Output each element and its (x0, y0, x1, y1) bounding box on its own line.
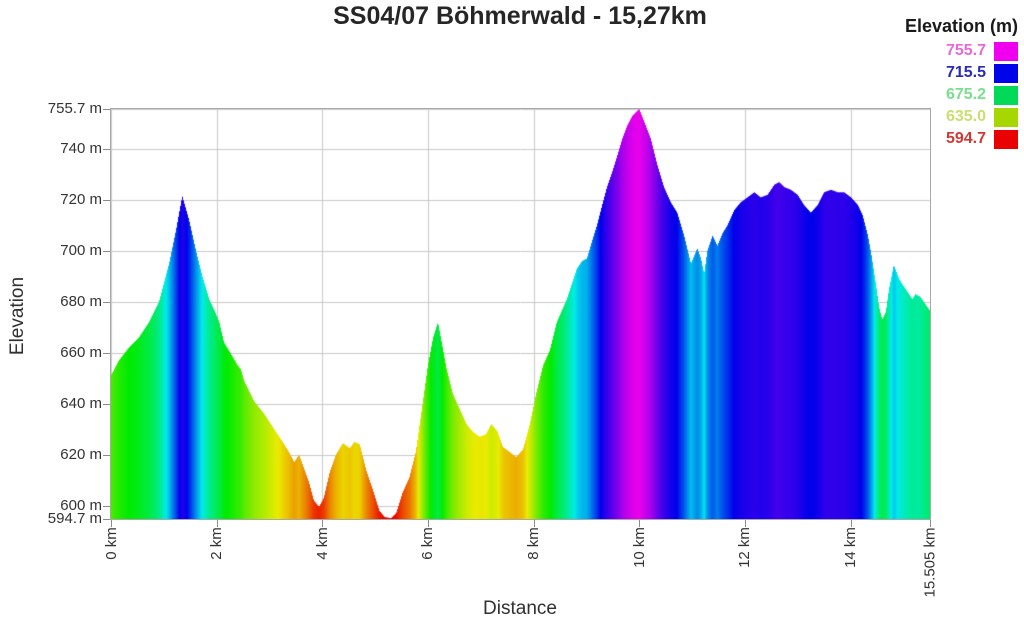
x-tick-mark (851, 520, 852, 527)
y-tick-label: 755.7 m (47, 100, 102, 117)
x-axis-title: Distance (483, 598, 557, 619)
y-tick-label: 740 m (60, 139, 102, 157)
y-tick-label: 594.7 m (47, 510, 102, 527)
y-tick-mark (103, 353, 110, 354)
x-tick-label: 8 km (524, 527, 542, 560)
x-tick-mark (322, 520, 323, 527)
elevation-area-canvas (111, 109, 930, 519)
legend-entry: 635.0 (905, 106, 1018, 128)
x-tick-label: 2 km (207, 527, 225, 560)
x-tick-label: 10 km (630, 527, 648, 568)
y-tick-mark (103, 302, 110, 303)
x-tick-mark (639, 520, 640, 527)
legend-color-swatch (994, 41, 1018, 61)
y-tick-mark (103, 404, 110, 405)
y-tick-label: 680 m (60, 292, 102, 310)
legend-rows: 755.7 715.5 675.2 635.0 594.7 (905, 40, 1018, 150)
y-tick-mark (103, 149, 110, 150)
y-tick-label: 640 m (60, 394, 102, 412)
legend-entry-label: 675.2 (945, 86, 986, 103)
x-tick-label: 4 km (313, 527, 331, 560)
y-tick-mark (103, 519, 110, 520)
legend-color-swatch (994, 107, 1018, 127)
y-tick-mark (103, 200, 110, 201)
legend-entry: 715.5 (905, 62, 1018, 84)
x-tick-mark (111, 520, 112, 527)
chart-title: SS04/07 Böhmerwald - 15,27km (333, 2, 707, 30)
x-tick-label: 0 km (102, 527, 120, 560)
y-tick-label: 600 m (60, 496, 102, 514)
y-tick-mark (103, 251, 110, 252)
x-tick-mark (930, 520, 931, 527)
y-tick-mark (103, 506, 110, 507)
x-tick-label: 15.505 km (921, 526, 939, 598)
legend: Elevation (m) 755.7 715.5 675.2 635.0 594.7 (905, 16, 1018, 150)
legend-color-swatch (994, 63, 1018, 83)
y-tick-label: 620 m (60, 445, 102, 463)
y-tick-mark (103, 109, 110, 110)
x-tick-mark (534, 520, 535, 527)
y-tick-mark (103, 455, 110, 456)
legend-entry: 755.7 (905, 40, 1018, 62)
legend-entry-label: 635.0 (945, 108, 986, 125)
legend-entry: 675.2 (905, 84, 1018, 106)
legend-color-swatch (994, 129, 1018, 149)
legend-entry-label: 715.5 (945, 64, 986, 81)
y-tick-label: 700 m (60, 241, 102, 259)
legend-entry-label: 755.7 (945, 42, 986, 59)
legend-entry-label: 594.7 (945, 130, 986, 147)
legend-entry: 594.7 (905, 128, 1018, 150)
x-tick-label: 14 km (841, 527, 859, 568)
x-tick-mark (428, 520, 429, 527)
y-tick-label: 720 m (60, 190, 102, 208)
x-tick-label: 6 km (419, 527, 437, 560)
x-tick-label: 12 km (736, 527, 754, 568)
x-tick-mark (217, 520, 218, 527)
plot-area (110, 108, 931, 520)
legend-color-swatch (994, 85, 1018, 105)
y-tick-label: 660 m (60, 343, 102, 361)
x-tick-mark (745, 520, 746, 527)
legend-title: Elevation (m) (904, 16, 1018, 36)
